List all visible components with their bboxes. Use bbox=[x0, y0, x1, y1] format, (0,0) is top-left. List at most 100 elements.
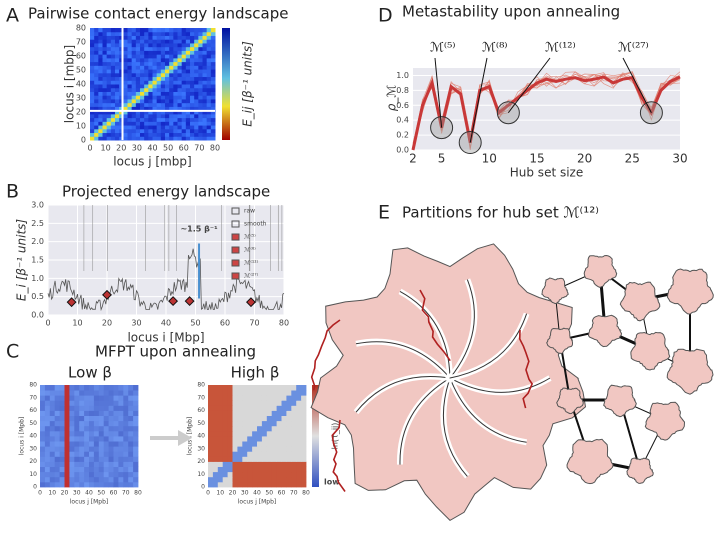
heatmap-cell bbox=[102, 117, 108, 122]
heatmap-cell bbox=[123, 441, 129, 447]
heatmap-cell bbox=[261, 481, 268, 488]
heatmap-cell bbox=[160, 57, 166, 63]
heatmap-cell bbox=[79, 436, 85, 442]
heatmap-cell bbox=[69, 461, 75, 467]
heatmap-cell bbox=[296, 441, 302, 447]
heatmap-cell bbox=[210, 113, 216, 119]
heatmap-cell bbox=[181, 57, 187, 63]
text-label: 0.4 bbox=[396, 116, 409, 125]
heatmap-cell bbox=[286, 410, 292, 416]
heatmap-cell bbox=[69, 476, 75, 483]
heatmap-cell bbox=[79, 420, 85, 427]
heatmap-cell bbox=[89, 390, 95, 396]
heatmap-cell bbox=[148, 28, 153, 33]
heatmap-cell bbox=[291, 415, 297, 422]
text-label: 3.0 bbox=[31, 201, 44, 210]
heatmap-cell bbox=[49, 430, 56, 437]
heatmap-cell bbox=[227, 385, 233, 391]
heatmap-cell bbox=[227, 430, 233, 437]
heatmap-cell bbox=[135, 95, 141, 100]
heatmap-cell bbox=[69, 436, 75, 442]
heatmap-cell bbox=[148, 91, 153, 96]
heatmap-cell bbox=[291, 481, 297, 488]
heatmap-cell bbox=[93, 436, 100, 442]
metastability-curve bbox=[411, 75, 681, 151]
heatmap-cell bbox=[276, 441, 282, 447]
heatmap-cell bbox=[286, 456, 292, 462]
heatmap-cell bbox=[79, 451, 85, 457]
heatmap-cell bbox=[227, 456, 233, 462]
text-label: 40 bbox=[253, 490, 261, 497]
heatmap-cell bbox=[98, 117, 103, 122]
text-label: Low β bbox=[68, 364, 112, 382]
heatmap-cell bbox=[206, 132, 212, 137]
heatmap-cell bbox=[261, 456, 268, 462]
heatmap-cell bbox=[40, 476, 46, 483]
heatmap-cell bbox=[202, 84, 208, 89]
heatmap-cell bbox=[123, 121, 128, 126]
heatmap-cell bbox=[202, 61, 208, 66]
heatmap-cell bbox=[106, 61, 112, 66]
heatmap-cell bbox=[194, 39, 199, 44]
heatmap-cell bbox=[127, 42, 133, 48]
heatmap-cell bbox=[266, 481, 273, 488]
heatmap-cell bbox=[108, 405, 114, 411]
heatmap-cell bbox=[131, 121, 137, 126]
heatmap-cell bbox=[208, 481, 214, 488]
heatmap-cell bbox=[232, 476, 238, 483]
heatmap-cell bbox=[79, 481, 85, 488]
heatmap-cell bbox=[64, 400, 70, 406]
text-label: ~1.5 β⁻¹ bbox=[180, 224, 218, 233]
heatmap-cell bbox=[242, 481, 248, 488]
heatmap-cell bbox=[115, 76, 120, 81]
heatmap-cell bbox=[74, 446, 80, 452]
heatmap-cell bbox=[281, 405, 287, 411]
heatmap-cell bbox=[54, 430, 60, 437]
heatmap-cell bbox=[152, 98, 158, 104]
heatmap-cell bbox=[173, 102, 178, 107]
heatmap-cell bbox=[247, 436, 253, 442]
text-label: 50 bbox=[190, 319, 200, 328]
heatmap-cell bbox=[131, 31, 137, 36]
heatmap-cell bbox=[140, 132, 145, 137]
heatmap-cell bbox=[90, 31, 95, 36]
heatmap-cell bbox=[79, 456, 85, 462]
heatmap-cell bbox=[59, 385, 65, 391]
heatmap-cell bbox=[206, 95, 212, 100]
heatmap-cell bbox=[271, 395, 277, 401]
heatmap-cell bbox=[115, 84, 120, 89]
heatmap-cell bbox=[281, 410, 287, 416]
text-label: 60 bbox=[197, 407, 205, 414]
heatmap-cell bbox=[181, 91, 187, 96]
heatmap-cell bbox=[291, 420, 297, 427]
heatmap-cell bbox=[291, 430, 297, 437]
heatmap-cell bbox=[181, 117, 187, 122]
heatmap-cell bbox=[102, 31, 108, 36]
heatmap-cell bbox=[190, 95, 195, 100]
heatmap-cell bbox=[133, 405, 139, 411]
text-label: 10 bbox=[216, 490, 224, 497]
heatmap-cell bbox=[276, 446, 282, 452]
heatmap-cell bbox=[242, 446, 248, 452]
heatmap-cell bbox=[185, 31, 191, 36]
heatmap-cell bbox=[252, 461, 258, 467]
heatmap-cell bbox=[266, 420, 273, 427]
heatmap-cell bbox=[206, 61, 212, 66]
heatmap-cell bbox=[69, 481, 75, 488]
heatmap-cell bbox=[227, 451, 233, 457]
heatmap-cell bbox=[94, 57, 99, 63]
heatmap-cell bbox=[115, 50, 120, 55]
heatmap-cell bbox=[169, 106, 174, 111]
text-label: 0 bbox=[38, 490, 42, 497]
heatmap-cell bbox=[242, 471, 248, 478]
heatmap-cell bbox=[93, 451, 100, 457]
heatmap-cell bbox=[222, 446, 228, 452]
heatmap-cell bbox=[89, 461, 95, 467]
heatmap-cell bbox=[177, 117, 183, 122]
heatmap-cell bbox=[160, 121, 166, 126]
heatmap-cell bbox=[128, 385, 134, 391]
heatmap-cell bbox=[148, 87, 153, 92]
heatmap-cell bbox=[208, 436, 214, 442]
heatmap-cell bbox=[165, 28, 170, 33]
heatmap-cell bbox=[232, 420, 238, 427]
